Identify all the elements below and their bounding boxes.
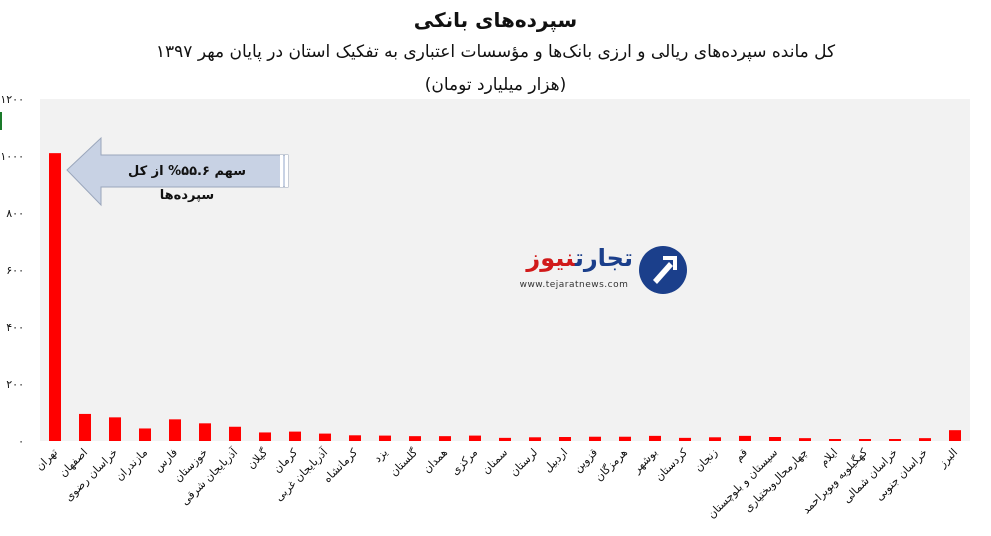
bar xyxy=(649,435,661,441)
bar xyxy=(679,437,691,441)
bar xyxy=(379,435,391,441)
bar xyxy=(49,153,61,441)
y-axis: ۰ ۲۰۰ ۴۰۰ ۶۰۰ ۸۰۰ ۱۰۰۰ ۱۲۰۰ xyxy=(0,93,24,448)
bar xyxy=(409,436,421,441)
y-tick-label: ۶۰۰ xyxy=(6,264,24,277)
bar xyxy=(889,439,901,441)
x-tick-label: ایلام xyxy=(817,446,840,469)
y-tick-label: ۰ xyxy=(18,435,24,448)
bar xyxy=(439,436,451,441)
bar xyxy=(769,437,781,441)
x-tick-label: خراسان رضوی xyxy=(62,446,120,504)
watermark-logo: تجارتنیوز www.tejaratnews.com xyxy=(505,242,687,298)
bar xyxy=(289,431,301,441)
chart-unit-label: (هزار میلیارد تومان) xyxy=(424,75,567,95)
bar xyxy=(259,432,271,441)
bar xyxy=(79,413,91,441)
bar xyxy=(529,437,541,441)
callout-text: سهم ۵۵.۶% از کل سپرده‌ها xyxy=(127,164,247,203)
x-tick-label: گیلان xyxy=(245,445,271,471)
x-tick-label: قم xyxy=(732,446,750,464)
chart-subtitle: کل مانده سپرده‌های ریالی و ارزی بانک‌ها … xyxy=(155,42,836,62)
x-tick-label: گلستان xyxy=(387,445,420,478)
x-tick-label: مرکزی xyxy=(448,446,480,478)
bars xyxy=(49,153,961,441)
bar xyxy=(139,428,151,441)
bar xyxy=(919,438,931,441)
callout-arrow xyxy=(66,136,289,207)
y-tick-label: ۱۲۰۰ xyxy=(0,93,24,106)
bar xyxy=(229,426,241,441)
bar xyxy=(319,433,331,441)
x-tick-label: یزد xyxy=(371,446,390,465)
bar xyxy=(619,436,631,441)
logo-emblem-icon xyxy=(639,246,687,294)
x-tick-label: هرمزگان xyxy=(592,446,630,484)
bar xyxy=(349,435,361,441)
x-tick-label: اردبیل xyxy=(541,446,570,475)
bar xyxy=(799,438,811,441)
x-tick-label: مازندران xyxy=(113,446,150,483)
bar xyxy=(589,436,601,441)
bar xyxy=(499,437,511,441)
bar xyxy=(469,435,481,441)
bar xyxy=(709,437,721,441)
chart-title: سپرده‌های بانکی xyxy=(413,8,578,32)
x-tick-label: تهران xyxy=(33,446,60,473)
x-tick-label: سمنان xyxy=(479,446,510,477)
x-tick-label: کردستان xyxy=(653,445,691,483)
y-tick-label: ۲۰۰ xyxy=(6,378,24,391)
bar xyxy=(559,437,571,441)
y-tick-label: ۴۰۰ xyxy=(6,321,24,334)
x-tick-label: لرستان xyxy=(507,446,540,479)
bar xyxy=(739,435,751,441)
bar xyxy=(859,439,871,441)
x-tick-label: همدان xyxy=(420,446,450,476)
y-tick-label: ۱۰۰۰ xyxy=(0,150,24,163)
bar xyxy=(169,419,181,441)
x-tick-label: کرمانشاه xyxy=(321,445,361,485)
x-tick-label: البرز xyxy=(935,446,960,471)
bar xyxy=(829,439,841,441)
bar xyxy=(109,417,121,441)
logo-wordmark: تجارتنیوز xyxy=(526,244,633,272)
x-tick-label: زنجان xyxy=(692,446,720,474)
logo-url: www.tejaratnews.com xyxy=(519,280,629,290)
bar xyxy=(199,423,211,441)
bar xyxy=(949,430,961,441)
y-tick-label: ۸۰۰ xyxy=(6,207,24,220)
